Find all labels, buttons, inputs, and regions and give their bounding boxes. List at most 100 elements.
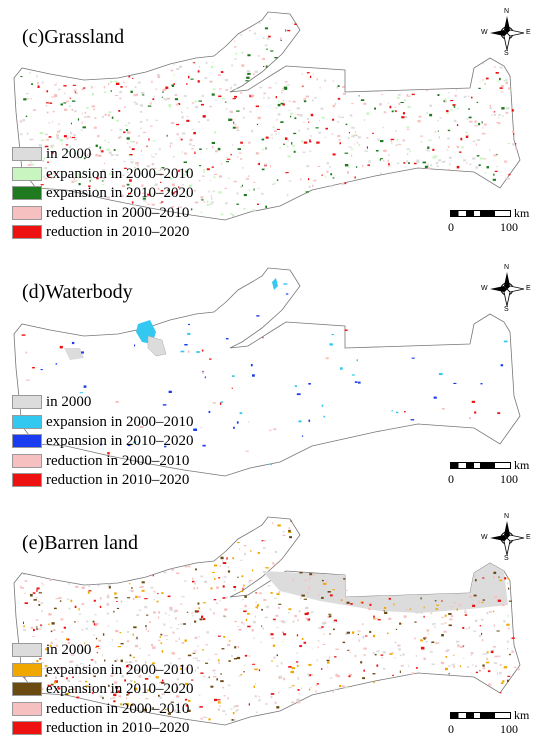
change-pixel <box>77 645 81 648</box>
change-pixel <box>460 646 464 648</box>
change-pixel <box>76 92 79 95</box>
compass-w: W <box>481 29 488 36</box>
change-pixel <box>120 703 123 706</box>
change-pixel <box>266 37 270 40</box>
change-pixel <box>97 135 100 138</box>
change-pixel <box>134 166 136 169</box>
change-pixel <box>70 599 73 603</box>
compass-s: S <box>504 50 509 57</box>
change-pixel <box>256 123 259 126</box>
change-pixel <box>151 684 154 687</box>
change-pixel <box>190 78 194 80</box>
change-pixel <box>391 142 393 144</box>
change-pixel <box>308 178 310 181</box>
change-pixel <box>474 120 477 123</box>
change-pixel <box>267 585 271 587</box>
change-pixel <box>200 575 204 578</box>
change-pixel <box>420 141 423 143</box>
change-pixel <box>258 695 260 698</box>
change-pixel <box>114 681 118 684</box>
change-pixel <box>353 143 356 145</box>
change-pixel <box>175 617 177 620</box>
change-pixel <box>144 598 148 600</box>
change-pixel <box>180 603 183 605</box>
change-pixel <box>240 158 243 160</box>
change-pixel <box>300 178 302 181</box>
change-pixel <box>73 89 77 92</box>
change-pixel <box>289 536 292 539</box>
change-pixel <box>209 80 213 83</box>
change-pixel <box>113 700 116 703</box>
change-pixel <box>306 127 310 130</box>
change-pixel <box>243 144 245 147</box>
change-pixel <box>224 575 227 578</box>
change-pixel <box>257 552 260 554</box>
change-pixel <box>129 654 132 657</box>
change-pixel <box>208 410 211 413</box>
change-pixel <box>180 350 185 353</box>
change-pixel <box>243 207 246 210</box>
change-pixel <box>457 146 459 149</box>
change-pixel <box>387 632 389 635</box>
change-pixel <box>429 651 433 653</box>
change-pixel <box>514 666 517 669</box>
change-pixel <box>107 452 110 455</box>
compass-rose-icon <box>490 521 525 556</box>
change-pixel <box>499 87 503 89</box>
change-pixel <box>61 631 64 633</box>
north-arrow: N S E W <box>481 8 531 57</box>
legend-label: reduction in 2010–2020 <box>46 472 190 489</box>
change-pixel <box>178 206 182 208</box>
change-pixel <box>474 411 477 414</box>
change-pixel <box>309 139 311 142</box>
change-pixel <box>352 631 355 634</box>
change-pixel <box>198 121 201 123</box>
change-pixel <box>316 141 320 144</box>
change-pixel <box>186 196 188 199</box>
change-pixel <box>475 671 478 674</box>
change-pixel <box>54 607 57 610</box>
change-pixel <box>89 689 93 692</box>
lake-gray-west <box>64 348 84 360</box>
change-pixel <box>288 666 292 668</box>
change-pixel <box>258 699 261 702</box>
change-pixel <box>234 46 237 48</box>
change-pixel <box>346 631 350 634</box>
change-pixel <box>488 610 492 613</box>
change-pixel <box>441 616 445 618</box>
change-pixel <box>326 580 329 583</box>
change-pixel <box>487 567 492 570</box>
change-pixel <box>248 421 250 423</box>
change-pixel <box>152 140 155 142</box>
change-pixel <box>508 587 510 590</box>
change-pixel <box>151 644 154 647</box>
change-pixel <box>338 115 340 118</box>
change-pixel <box>341 685 345 687</box>
change-pixel <box>287 29 291 32</box>
change-pixel <box>449 618 453 621</box>
change-pixel <box>95 153 98 157</box>
change-pixel <box>144 678 149 680</box>
change-pixel <box>36 589 38 592</box>
change-pixel <box>280 39 282 41</box>
change-pixel <box>116 658 118 662</box>
change-pixel <box>441 161 445 163</box>
change-pixel <box>362 623 364 625</box>
change-pixel <box>278 691 280 694</box>
change-pixel <box>297 689 300 691</box>
change-pixel <box>251 569 254 572</box>
change-pixel <box>332 104 336 108</box>
change-pixel <box>282 631 284 633</box>
change-pixel <box>96 177 99 180</box>
change-pixel <box>236 110 240 112</box>
change-pixel <box>456 598 459 601</box>
change-pixel <box>241 64 245 67</box>
change-pixel <box>486 657 489 660</box>
change-pixel <box>400 102 404 103</box>
change-pixel <box>27 98 30 100</box>
change-pixel <box>36 659 39 663</box>
change-pixel <box>20 76 23 78</box>
change-pixel <box>200 211 203 214</box>
change-pixel <box>307 591 309 594</box>
change-pixel <box>164 98 167 101</box>
